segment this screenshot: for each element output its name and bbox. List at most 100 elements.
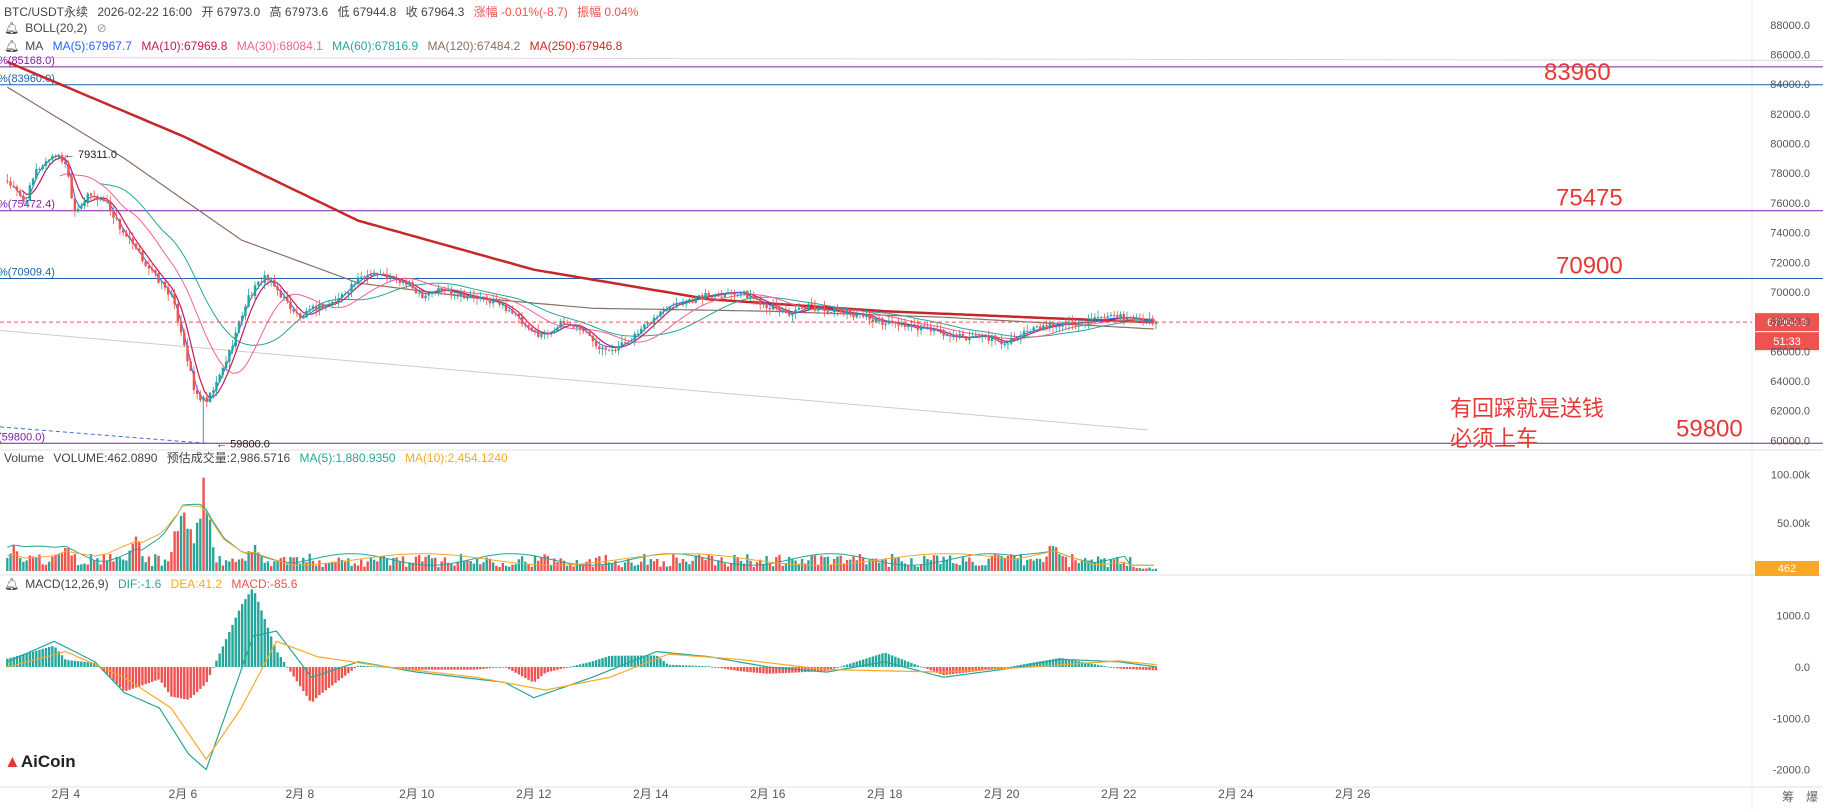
macd-bar: [611, 655, 614, 667]
volume-bar: [495, 565, 498, 571]
volume-bar: [1100, 559, 1103, 571]
chip-distribution-button[interactable]: 筹: [1782, 790, 1795, 804]
price-tick-7: 74000.0: [1770, 228, 1810, 240]
macd-bar: [833, 666, 836, 669]
macd-bar: [318, 666, 321, 696]
bell-icon[interactable]: 🔔︎: [4, 21, 20, 35]
volume-bar: [263, 562, 266, 571]
candle-body: [215, 381, 218, 391]
macd-bar: [189, 666, 192, 698]
macd-bar: [903, 660, 907, 667]
level-label-4: (59800.0): [0, 431, 45, 443]
volume-label[interactable]: Volume: [4, 451, 45, 465]
volume-bar: [73, 554, 77, 571]
macd-bar: [881, 653, 884, 667]
macd-label[interactable]: MACD(12,26,9): [25, 577, 109, 591]
candle-body: [1109, 314, 1113, 317]
candle-body: [466, 296, 469, 299]
macd-bar: [987, 666, 990, 670]
bell-icon[interactable]: 🔔︎: [4, 39, 20, 53]
boll-label[interactable]: BOLL(20,2): [25, 21, 88, 35]
volume-bar: [118, 557, 122, 571]
volume-bar: [131, 543, 134, 571]
volume-bar: [607, 562, 611, 571]
ma5-value: MA(5):67967.7: [52, 39, 132, 53]
volume-bar: [488, 558, 492, 571]
candle-body: [327, 304, 331, 306]
macd-bar: [1009, 666, 1013, 668]
volume-bar: [662, 561, 665, 571]
price-tick-6: 76000.0: [1770, 198, 1810, 210]
candle-body: [990, 335, 994, 341]
macd-bar: [878, 654, 881, 667]
volume-bar: [569, 564, 572, 571]
macd-legend: 🔔︎ MACD(12,26,9) DIF:-1.6 DEA:41.2 MACD:-…: [4, 577, 303, 591]
volume-bar: [668, 566, 672, 571]
candle-body: [350, 284, 353, 293]
volume-bar: [617, 565, 620, 571]
candle-body: [279, 290, 282, 298]
volume-bar: [720, 557, 723, 571]
volume-bar: [67, 548, 70, 571]
candle-body: [855, 314, 858, 318]
candle-body: [260, 281, 263, 283]
volume-bar: [228, 561, 231, 571]
macd-bar: [668, 664, 672, 667]
volume-bar: [794, 560, 797, 571]
volume-bar: [44, 564, 48, 571]
candle-body: [588, 331, 591, 336]
macd-bar: [434, 666, 437, 670]
candle-body: [224, 361, 228, 368]
candle-body: [388, 276, 392, 280]
candle-body: [424, 295, 427, 299]
liquidation-button[interactable]: 爆: [1806, 790, 1819, 804]
volume-bar: [501, 562, 505, 571]
candle-body: [1019, 336, 1023, 340]
macd-bar: [852, 662, 855, 667]
volume-bar: [659, 566, 662, 571]
macd-bar: [1154, 666, 1158, 671]
volume-bar: [942, 556, 945, 571]
volume-bar: [472, 563, 476, 571]
macd-bar: [1055, 658, 1058, 667]
candle-body: [890, 320, 894, 323]
candle-body: [70, 176, 73, 199]
volume-bar: [450, 564, 453, 571]
macd-bar: [109, 666, 112, 678]
macd-bar: [997, 666, 1000, 669]
eye-off-icon[interactable]: ⊘: [96, 21, 107, 35]
macd-bar: [6, 658, 9, 667]
current-volume-text: 462: [1778, 563, 1796, 575]
volume-bar: [594, 557, 598, 571]
candle-body: [411, 282, 414, 289]
candle-body: [440, 288, 443, 290]
volume-bar: [311, 560, 315, 571]
macd-bar: [916, 665, 920, 667]
macd-bar: [31, 651, 35, 667]
candle-body: [974, 335, 977, 337]
candle-body: [47, 159, 51, 162]
x-tick-7: 2月 18: [867, 787, 903, 801]
ma-label[interactable]: MA: [25, 39, 44, 53]
macd-bar: [250, 589, 254, 667]
candle-body: [746, 290, 749, 299]
candle-body: [524, 324, 527, 326]
macd-bar: [360, 665, 363, 667]
candle-body: [752, 296, 755, 299]
volume-bar: [887, 566, 891, 571]
macd-bar: [562, 666, 566, 669]
macd-bar: [742, 666, 746, 672]
candle-body: [1148, 318, 1151, 322]
bell-icon[interactable]: 🔔︎: [4, 577, 20, 591]
volume-bar: [343, 561, 347, 571]
macd-bar: [298, 666, 302, 687]
candle-body: [1116, 315, 1119, 318]
macd-bar: [1106, 666, 1109, 668]
candle-body: [485, 296, 488, 300]
symbol-label[interactable]: BTC/USDT永续: [4, 5, 89, 19]
candle-body: [1119, 314, 1122, 318]
macd-bar: [964, 666, 968, 673]
macd-bar: [726, 666, 730, 670]
candle-body: [166, 287, 170, 295]
